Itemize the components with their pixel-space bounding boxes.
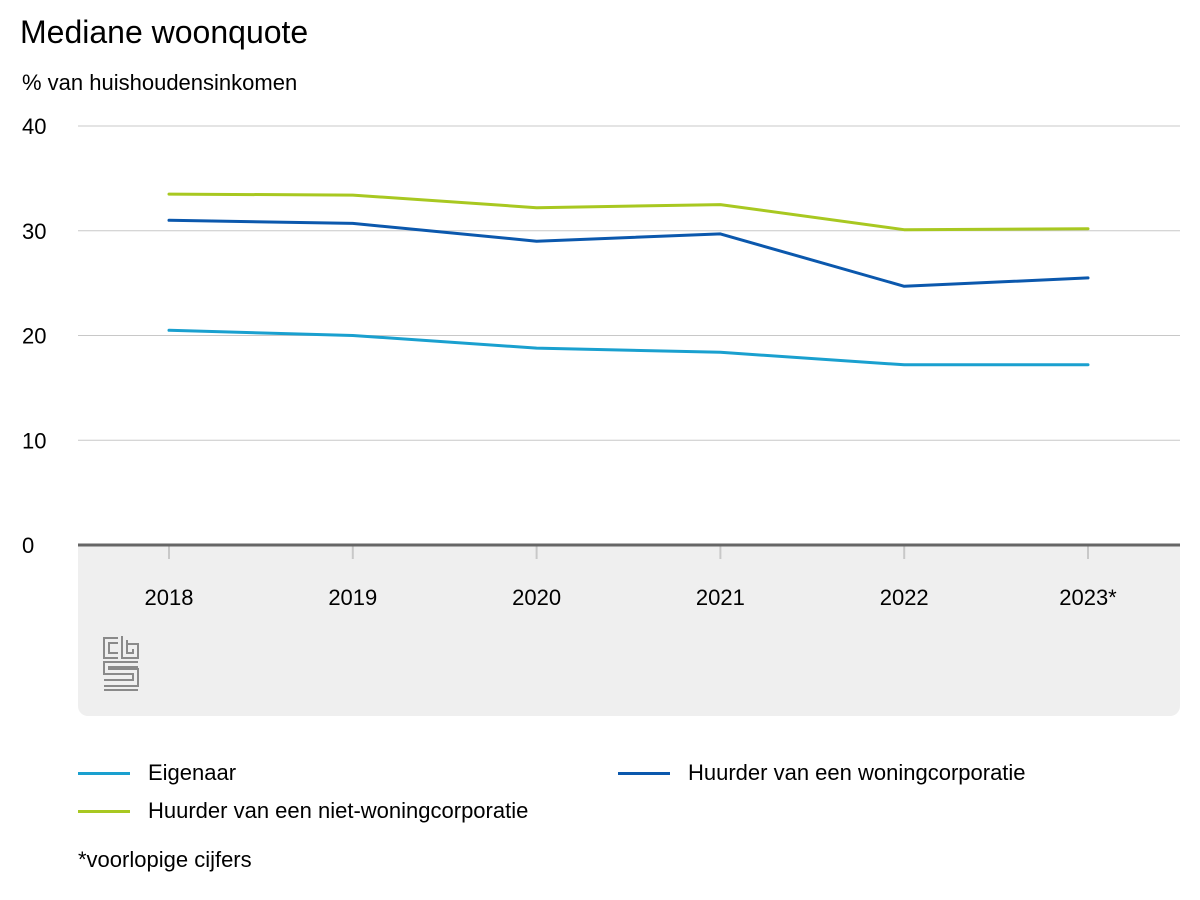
cbs-logo-icon [102,636,140,697]
legend-item-niet-woningcorporatie: Huurder van een niet-woningcorporatie [78,798,528,824]
series-line-1 [167,218,1090,288]
legend-swatch-woningcorporatie [618,771,670,775]
legend-label: Eigenaar [148,760,237,785]
legend-item-eigenaar: Eigenaar [78,760,236,786]
series-line-0 [167,328,1090,367]
x-tick-label: 2018 [145,585,194,610]
y-axis-label: % van huishoudensinkomen [22,70,298,95]
legend-swatch-eigenaar [78,771,130,775]
legend-swatch-niet-woningcorporatie [78,809,130,813]
y-tick-label: 40 [22,114,46,139]
legend: Eigenaar Huurder van een woningcorporati… [78,760,1178,840]
line-chart: 0 10 20 30 40 2018 2019 2020 2021 2022 2023* [22,114,1180,716]
legend-label: Huurder van een niet-woningcorporatie [148,798,529,823]
x-axis-panel [78,545,1180,716]
x-tick-label: 2019 [328,585,377,610]
x-tick-label: 2022 [880,585,929,610]
legend-label: Huurder van een woningcorporatie [688,760,1026,785]
series-line-2 [167,192,1090,232]
x-tick-label: 2020 [512,585,561,610]
y-tick-label: 30 [22,219,46,244]
legend-item-woningcorporatie: Huurder van een woningcorporatie [618,760,1026,786]
x-tick-label: 2021 [696,585,745,610]
footnote: *voorlopige cijfers [78,847,252,872]
x-tick-label: 2023* [1059,585,1117,610]
y-tick-label: 10 [22,428,46,453]
y-tick-label: 0 [22,533,34,558]
y-tick-label: 20 [22,324,46,349]
chart-title: Mediane woonquote [20,14,309,50]
